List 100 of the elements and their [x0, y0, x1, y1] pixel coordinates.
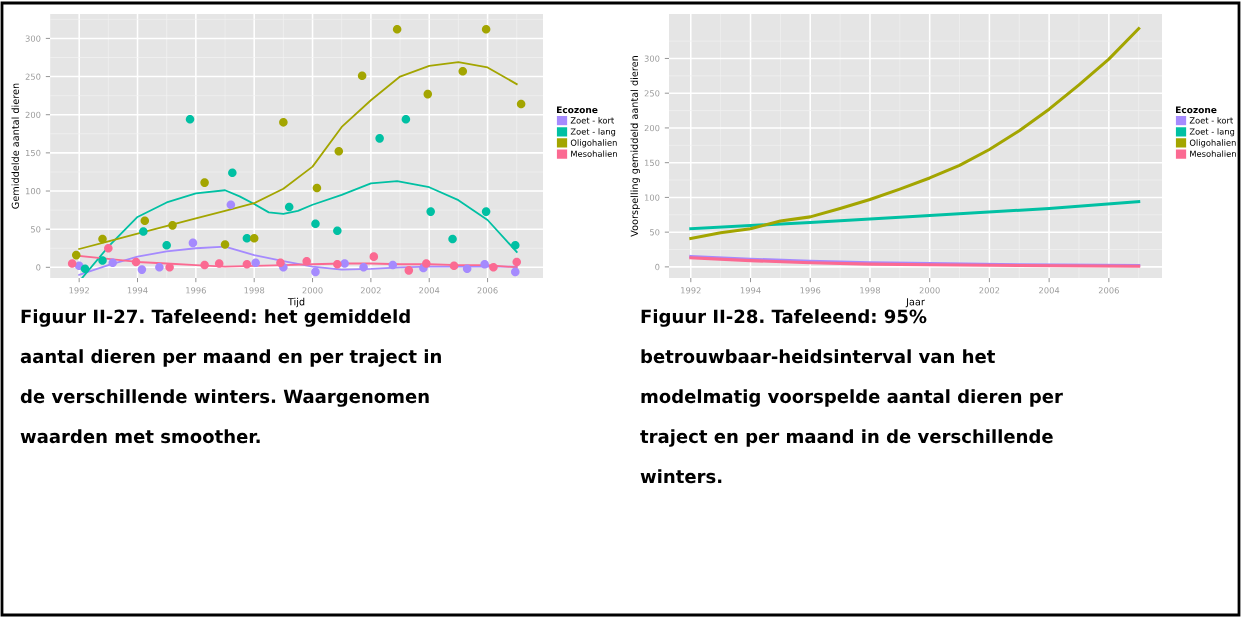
x-tick-label: 2006 [477, 287, 498, 294]
text: winters. [640, 469, 722, 484]
point [137, 265, 147, 274]
point [162, 240, 171, 250]
point [71, 250, 81, 260]
point [214, 259, 224, 268]
point [140, 216, 150, 226]
point [458, 66, 468, 76]
point [242, 234, 252, 243]
text: aantal dieren per maand en per traject in [20, 349, 441, 367]
point [480, 259, 489, 269]
point [200, 178, 209, 187]
point [302, 256, 311, 266]
y-axis-title: Gemiddelde aantal dieren [11, 83, 20, 209]
x-tick-label: 1994 [740, 287, 761, 294]
x-tick-label: 2004 [1039, 287, 1060, 294]
point [249, 234, 259, 243]
y-tick-label: 0 [655, 263, 660, 271]
point [251, 258, 260, 268]
line-series [689, 27, 1141, 240]
y-tick-label: 50 [31, 226, 41, 233]
point [311, 267, 320, 277]
x-tick-label: 2006 [1098, 287, 1119, 294]
x-tick-label: 1992 [69, 287, 89, 294]
point [200, 260, 209, 270]
line-series [81, 180, 518, 278]
point [276, 258, 285, 268]
point [481, 24, 491, 34]
point [168, 221, 177, 230]
text: Figuur II-27. Tafeleend: het gemiddeld [21, 309, 410, 327]
point [67, 259, 77, 268]
y-tick-label: 50 [650, 229, 660, 236]
point [401, 115, 411, 124]
point [426, 207, 435, 216]
y-tick-label: 200 [25, 111, 41, 118]
point [334, 147, 344, 156]
y-tick-label: 200 [644, 124, 660, 132]
point [333, 259, 342, 269]
point [388, 260, 398, 270]
y-tick-label: 100 [25, 188, 41, 195]
point [423, 89, 433, 99]
point [165, 263, 174, 272]
point [98, 256, 107, 265]
point [375, 134, 384, 143]
point [448, 234, 457, 244]
point [104, 243, 113, 253]
point [311, 219, 320, 229]
point [155, 263, 164, 272]
legend-label: Zoet - kort [1189, 117, 1233, 124]
point [98, 234, 107, 244]
point [462, 264, 472, 274]
point [185, 115, 195, 124]
legend-title: Ecozone [1176, 106, 1217, 114]
point [449, 261, 459, 271]
point [422, 259, 431, 268]
y-tick-label: 100 [644, 194, 660, 201]
x-tick-label: 2002 [360, 287, 381, 294]
point [489, 263, 498, 272]
point [516, 99, 526, 109]
text: betrouwbaar-heidsinterval van het [641, 349, 995, 364]
y-tick-label: 150 [25, 149, 41, 157]
point [392, 24, 402, 34]
text: de verschillende winters. Waargenomen [20, 389, 429, 407]
x-tick-label: 1998 [244, 287, 265, 294]
point [512, 257, 522, 267]
point [511, 267, 520, 277]
text: Figuur II-28. Tafeleend: 95% [641, 309, 927, 327]
y-tick-label: 150 [644, 159, 660, 166]
x-axis-title: Jaar [905, 298, 925, 308]
point [226, 200, 236, 210]
x-tick-label: 2004 [419, 287, 440, 294]
point [80, 264, 90, 274]
x-axis-title: Tijd [287, 297, 305, 308]
legend-label: Zoet - kort [570, 117, 614, 124]
point [481, 207, 491, 216]
legend-label: Oligohalien [570, 139, 617, 148]
point [357, 71, 367, 81]
legend-label: Mesohalien [571, 150, 617, 157]
text: traject en per maand in de verschillende [640, 429, 1053, 447]
point [284, 202, 294, 212]
legend-label: Mesohalien [1190, 150, 1236, 157]
x-tick-label: 2000 [919, 287, 940, 294]
x-tick-label: 1996 [186, 287, 206, 294]
point [359, 263, 368, 272]
x-tick-label: 2002 [979, 287, 1000, 294]
y-tick-label: 300 [25, 35, 41, 42]
point [279, 118, 288, 127]
y-tick-label: 300 [644, 55, 660, 62]
x-tick-label: 1992 [681, 287, 701, 294]
point [312, 183, 322, 193]
y-axis-title: Voorspelling gemiddeld aantal dieren [630, 56, 640, 237]
legend-title: Ecozone [557, 106, 598, 114]
legend-label: Zoet - lang [1189, 128, 1235, 137]
x-tick-label: 1994 [127, 287, 148, 294]
point [242, 259, 252, 269]
y-tick-label: 250 [644, 90, 660, 97]
point [108, 258, 117, 268]
point [228, 168, 237, 177]
point [188, 238, 198, 248]
legend-label: Oligohalien [1189, 139, 1236, 148]
